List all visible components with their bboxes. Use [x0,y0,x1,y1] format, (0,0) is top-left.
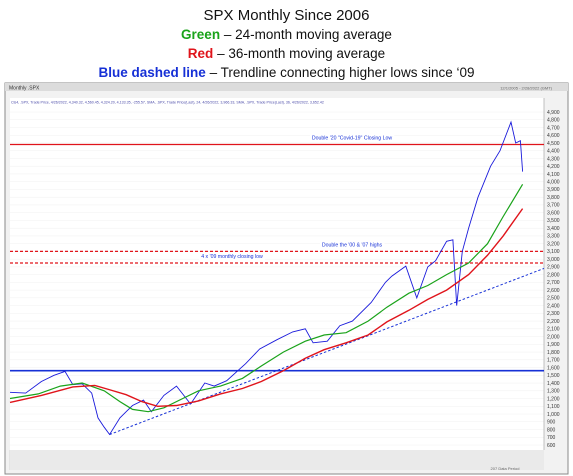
y-tick-label: 1,100 [547,404,560,410]
y-tick-label: 2,600 [547,288,560,294]
y-tick-label: 3,700 [547,203,560,209]
footer-note: 207 Data Period [491,466,520,471]
y-tick-label: 4,900 [547,110,560,116]
legend-green: Green – 24-month moving average [0,25,573,44]
spx-price-line [9,120,524,436]
x-axis-band [10,450,544,470]
reference-label-bg [319,241,385,250]
y-tick-label: 3,900 [547,187,560,193]
legend-red-key: Red [187,46,214,61]
legend-blue-text: – Trendline connecting higher lows since… [209,65,475,80]
y-tick-label: 3,600 [547,210,560,216]
y-tick-label: 1,900 [547,342,560,348]
y-tick-label: 2,500 [547,296,560,302]
y-tick-label: 3,500 [547,218,560,224]
y-tick-label: 4,000 [547,179,560,185]
y-tick-label: 3,300 [547,234,560,240]
legend-green-key: Green [181,27,221,42]
chart-header: SPX Monthly Since 2006 Green – 24-month … [0,6,573,82]
y-tick-label: 1,700 [547,358,560,364]
y-tick-label: 1,500 [547,373,560,379]
y-tick-label: 3,100 [547,249,560,255]
y-tick-label: 2,700 [547,280,560,286]
y-tick-label: 2,900 [547,265,560,271]
y-tick-label: 2,800 [547,272,560,278]
panel-label: Monthly .SPX [9,86,40,92]
legend-red: Red – 36-month moving average [0,44,573,63]
y-tick-label: 4,400 [547,149,560,155]
y-tick-label: 1,000 [547,412,560,418]
y-tick-label: 900 [547,420,556,426]
y-tick-label: 2,300 [547,311,560,317]
legend-blue-key: Blue dashed line [98,65,206,80]
y-tick-label: 4,700 [547,125,560,131]
reference-line-label: Double the '00 & '07 highs [322,242,383,248]
ma24-line [9,183,524,413]
y-tick-label: 3,400 [547,226,560,232]
reference-label-bg [199,253,266,262]
y-tick-label: 4,100 [547,172,560,178]
info-line: Cls4, .SPX, Trade Price, 4/26/2022, 4,34… [11,101,324,105]
y-tick-label: 700 [547,435,556,441]
y-tick-label: 4,200 [547,164,560,170]
reference-line-label: Double '20 "Covid-19" Closing Low [312,136,392,142]
y-tick-label: 4,600 [547,133,560,139]
y-tick-label: 1,300 [547,389,560,395]
y-tick-label: 3,200 [547,241,560,247]
legend-red-text: – 36-month moving average [217,46,386,61]
y-tick-label: 4,300 [547,156,560,162]
chart-titlebar [5,83,568,91]
y-tick-label: 4,800 [547,118,560,124]
trendline [109,267,545,436]
y-tick-label: 1,600 [547,365,560,371]
y-tick-label: 2,000 [547,334,560,340]
y-tick-label: 1,800 [547,350,560,356]
y-tick-label: 1,200 [547,396,560,402]
reference-line-label: 4 x '09 monthly closing low [201,254,263,260]
y-tick-label: 3,000 [547,257,560,263]
y-tick-label: 2,100 [547,327,560,333]
y-tick-label: 3,800 [547,195,560,201]
y-tick-label: 2,400 [547,303,560,309]
y-tick-label: 1,400 [547,381,560,387]
reference-label-bg [309,134,395,143]
y-tick-label: 4,500 [547,141,560,147]
ma36-line [9,208,524,408]
legend-green-text: – 24-month moving average [223,27,392,42]
legend-blue: Blue dashed line – Trendline connecting … [0,63,573,82]
y-tick-label: 600 [547,443,556,449]
y-tick-label: 2,200 [547,319,560,325]
date-range: 12/1/2005 - 2/28/2022 (GMT) [500,86,552,91]
y-tick-label: 800 [547,427,556,433]
chart-title: SPX Monthly Since 2006 [203,7,370,24]
